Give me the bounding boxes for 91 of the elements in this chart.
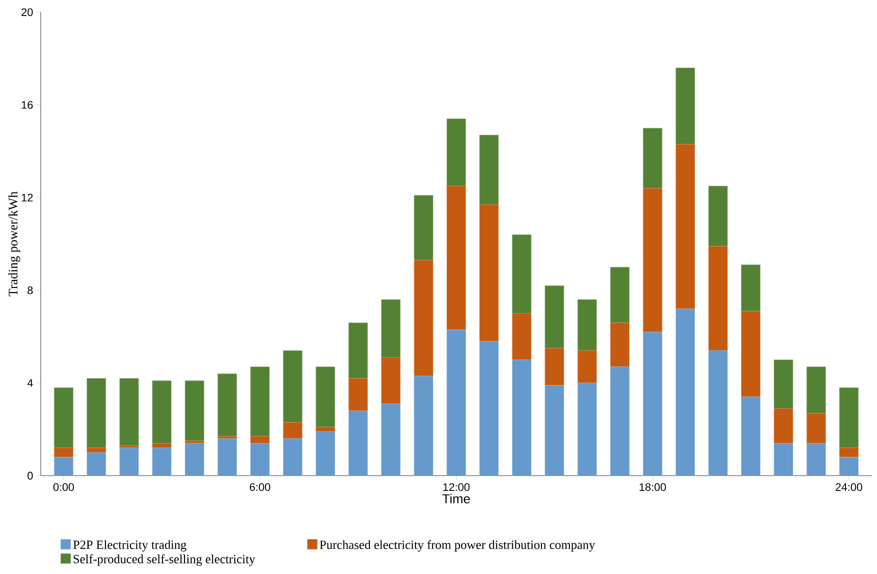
bar (283, 350, 302, 423)
x-tick-label: 0:00 (53, 483, 74, 492)
y-axis-title: Trading power/kWh (8, 192, 20, 296)
bar (774, 360, 794, 409)
y-tick-label: 8 (28, 286, 33, 294)
bar (642, 332, 662, 476)
y-tick-label: 0 (28, 472, 33, 480)
bar (446, 118, 466, 186)
bar (642, 128, 662, 189)
bar (512, 234, 532, 314)
bar (774, 443, 794, 476)
bar (446, 186, 466, 330)
bar (414, 260, 434, 376)
bar (348, 410, 368, 476)
bar (316, 432, 336, 476)
bar (86, 452, 106, 476)
bar (741, 264, 760, 312)
bar (348, 378, 368, 412)
bar (578, 382, 597, 476)
bar (610, 322, 630, 368)
x-tick-label: 18:00 (640, 483, 666, 492)
y-tick-label: 16 (22, 101, 33, 109)
y-tick-label: 4 (27, 379, 33, 387)
bar (544, 286, 564, 349)
bar (152, 380, 172, 444)
bar (184, 443, 204, 476)
bar (610, 366, 630, 476)
bar (708, 350, 728, 476)
bar (610, 267, 630, 324)
bar (119, 378, 139, 446)
bar (414, 195, 434, 260)
bar (708, 246, 728, 351)
bar (184, 440, 204, 444)
bar (806, 443, 826, 476)
bar (152, 448, 172, 476)
x-tick-label: 12:00 (443, 483, 470, 492)
y-tick-label: 20 (22, 8, 33, 16)
legend-label: P2P Electricity trading (73, 540, 186, 552)
bar (283, 438, 302, 476)
bar (250, 443, 270, 476)
bar (578, 300, 597, 351)
bar (316, 366, 336, 428)
bar (86, 378, 106, 448)
bar (184, 380, 204, 442)
bar (316, 427, 336, 432)
bar (54, 457, 74, 476)
bar (348, 322, 368, 379)
legend-label: Self-produced self-selling electricity (74, 554, 256, 566)
bar (806, 366, 826, 414)
bar (676, 308, 695, 476)
bar (676, 144, 695, 310)
bar (806, 413, 826, 444)
bar (642, 188, 662, 332)
legend-label: Purchased electricity from power distribution company (320, 540, 596, 552)
bar (741, 311, 760, 398)
bar (839, 448, 859, 458)
bar (512, 313, 532, 360)
bar (512, 360, 532, 476)
bar (152, 443, 172, 448)
bar (544, 385, 564, 476)
bar (479, 135, 499, 205)
bar (54, 448, 74, 458)
bar (218, 374, 237, 437)
bar (479, 341, 499, 476)
bar (218, 436, 237, 439)
bar (381, 404, 400, 476)
bar (218, 438, 237, 476)
bar (381, 358, 400, 404)
bar (283, 422, 302, 439)
bar (708, 186, 728, 247)
bar (479, 204, 499, 342)
bar (774, 408, 794, 444)
x-tick-label: 24:00 (836, 483, 862, 492)
bar (54, 388, 74, 448)
bar (578, 350, 597, 384)
bar (446, 330, 466, 476)
bar (381, 300, 400, 358)
bar (839, 457, 859, 476)
bar (86, 448, 106, 453)
bar (250, 436, 270, 444)
x-axis-title: Time (442, 494, 470, 504)
bar (741, 396, 760, 476)
x-tick-label: 6:00 (250, 483, 270, 492)
bar (119, 446, 139, 448)
bar (544, 348, 564, 386)
bar (250, 366, 270, 437)
y-tick-label: 12 (22, 194, 33, 202)
bar (414, 376, 434, 476)
bar (119, 448, 139, 476)
bar (839, 388, 859, 448)
bar (676, 68, 695, 145)
